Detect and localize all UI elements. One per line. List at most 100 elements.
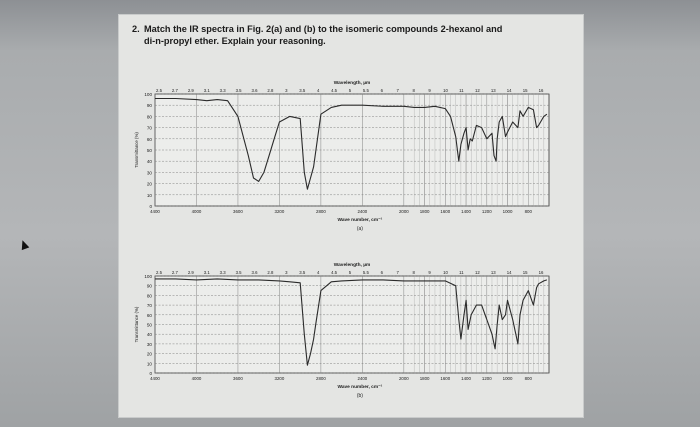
wavelength-axis-title: Wavelength, µm	[334, 80, 370, 86]
wavenumber-tick-label: 3600	[233, 209, 243, 214]
y-tick-label: 10	[147, 361, 153, 366]
wavelength-tick-label: 9	[428, 88, 431, 93]
wavenumber-axis-title: Wave number, cm⁻¹	[338, 384, 383, 390]
wavelength-tick-label: 2.7	[172, 270, 179, 275]
wavelength-tick-label: 13	[491, 270, 496, 275]
wavelength-tick-label: 8	[412, 88, 415, 93]
wavelength-tick-label: 14	[507, 270, 512, 275]
wavenumber-tick-label: 2800	[316, 209, 326, 214]
y-tick-label: 80	[147, 114, 153, 119]
wavelength-tick-label: 3.5	[299, 270, 306, 275]
wavelength-tick-label: 12	[475, 88, 480, 93]
wavelength-tick-label: 15	[523, 270, 528, 275]
wavelength-tick-label: 9	[428, 270, 431, 275]
wavenumber-tick-label: 2400	[357, 376, 367, 381]
y-tick-label: 90	[147, 103, 153, 108]
wavelength-tick-label: 3.1	[204, 88, 211, 93]
wavenumber-axis-title: Wave number, cm⁻¹	[338, 217, 383, 223]
y-tick-label: 80	[147, 293, 153, 298]
y-tick-label: 50	[147, 148, 153, 153]
wavenumber-tick-label: 2000	[399, 209, 409, 214]
wavenumber-tick-label: 2800	[316, 376, 326, 381]
wavelength-tick-label: 6	[381, 270, 384, 275]
wavenumber-tick-label: 800	[525, 209, 533, 214]
wavelength-tick-label: 3	[285, 270, 288, 275]
wavelength-tick-label: 3.6	[252, 88, 259, 93]
wavenumber-tick-label: 1200	[482, 376, 492, 381]
y-tick-label: 70	[147, 303, 153, 308]
wavelength-tick-label: 13	[491, 88, 496, 93]
wavelength-tick-label: 4.5	[331, 88, 338, 93]
wavelength-tick-label: 4.5	[331, 270, 338, 275]
wavelength-tick-label: 3.5	[236, 88, 243, 93]
wavelength-tick-label: 3.1	[204, 270, 211, 275]
y-axis-title: Transmittance (%)	[134, 132, 139, 168]
wavelength-tick-label: 2.5	[156, 88, 163, 93]
y-tick-label: 30	[147, 342, 153, 347]
spectrum-line	[155, 278, 548, 366]
wavelength-tick-label: 4	[317, 88, 320, 93]
y-tick-label: 0	[149, 371, 152, 376]
wavelength-tick-label: 7	[397, 88, 400, 93]
wavelength-tick-label: 11	[459, 270, 464, 275]
y-tick-label: 100	[144, 274, 152, 279]
mouse-pointer-icon	[18, 238, 30, 251]
wavenumber-tick-label: 1800	[420, 209, 430, 214]
y-tick-label: 100	[144, 92, 152, 97]
wavelength-tick-label: 2.8	[267, 270, 274, 275]
wavelength-tick-label: 5.5	[363, 270, 370, 275]
wavenumber-tick-label: 4000	[192, 209, 202, 214]
wavenumber-tick-label: 1200	[482, 209, 492, 214]
y-axis-title: Transmittance (%)	[134, 306, 139, 342]
wavelength-tick-label: 10	[443, 270, 448, 275]
wavelength-tick-label: 7	[397, 270, 400, 275]
wavenumber-tick-label: 1000	[503, 209, 513, 214]
wavenumber-tick-label: 2400	[357, 209, 367, 214]
wavelength-tick-label: 3.3	[220, 270, 227, 275]
wavelength-tick-label: 12	[475, 270, 480, 275]
wavelength-tick-label: 2.9	[188, 270, 195, 275]
wavenumber-tick-label: 1400	[461, 209, 471, 214]
y-tick-label: 50	[147, 323, 153, 328]
wavenumber-tick-label: 1000	[503, 376, 513, 381]
y-tick-label: 10	[147, 193, 153, 198]
wavenumber-tick-label: 1600	[440, 209, 450, 214]
figure-caption: (b)	[357, 393, 363, 399]
wavelength-tick-label: 14	[507, 88, 512, 93]
wavelength-tick-label: 2.5	[156, 270, 163, 275]
y-tick-label: 0	[149, 204, 152, 209]
y-tick-label: 40	[147, 159, 153, 164]
wavelength-tick-label: 5.5	[363, 88, 370, 93]
wavelength-tick-label: 2.7	[172, 88, 179, 93]
wavenumber-tick-label: 4400	[150, 376, 160, 381]
wavelength-tick-label: 3.6	[252, 270, 259, 275]
wavelength-tick-label: 16	[539, 88, 544, 93]
wavelength-tick-label: 5	[349, 270, 352, 275]
wavenumber-tick-label: 1400	[461, 376, 471, 381]
wavelength-tick-label: 11	[459, 88, 464, 93]
wavenumber-tick-label: 2000	[399, 376, 409, 381]
wavelength-tick-label: 10	[443, 88, 448, 93]
wavelength-tick-label: 3	[285, 88, 288, 93]
wavelength-tick-label: 2.9	[188, 88, 195, 93]
question-line-2: di-n-propyl ether. Explain your reasonin…	[144, 35, 326, 46]
y-tick-label: 60	[147, 313, 153, 318]
wavelength-tick-label: 2.8	[267, 88, 274, 93]
wavenumber-tick-label: 1800	[420, 376, 430, 381]
wavelength-tick-label: 3.5	[299, 88, 306, 93]
y-tick-label: 40	[147, 332, 153, 337]
wavenumber-tick-label: 4400	[150, 209, 160, 214]
figure-caption: (a)	[357, 226, 363, 232]
wavelength-tick-label: 4	[317, 270, 320, 275]
wavenumber-tick-label: 800	[525, 376, 533, 381]
wavelength-tick-label: 16	[539, 270, 544, 275]
wavelength-tick-label: 5	[349, 88, 352, 93]
y-tick-label: 60	[147, 137, 153, 142]
spectrum-line	[155, 97, 548, 190]
y-tick-label: 20	[147, 352, 153, 357]
wavelength-tick-label: 15	[523, 88, 528, 93]
wavenumber-tick-label: 3600	[233, 376, 243, 381]
y-tick-label: 30	[147, 170, 153, 175]
